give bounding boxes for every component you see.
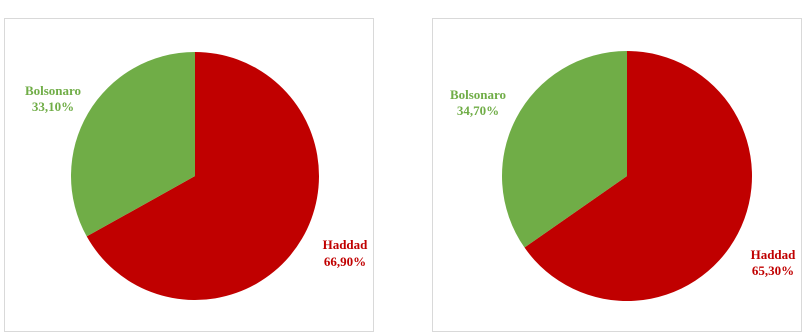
pie-slice-bolsonaro [502, 50, 627, 248]
pie-slice-bolsonaro [71, 52, 195, 237]
slice-label-bolsonaro: Bolsonaro [450, 87, 506, 102]
pie-slices [502, 50, 752, 301]
slice-value-bolsonaro: 34,70% [457, 103, 499, 118]
pie-chart-right-svg: Bolsonaro 34,70% Haddad 65,30% [450, 50, 797, 301]
pie-chart-left: Bolsonaro 33,10% Haddad 66,90% [4, 18, 374, 332]
pie-chart-left-svg: Bolsonaro 33,10% Haddad 66,90% [25, 52, 369, 300]
pie-chart-right: Bolsonaro 34,70% Haddad 65,30% [432, 18, 802, 332]
slice-label-bolsonaro: Bolsonaro [25, 83, 81, 98]
slice-label-haddad: Haddad [323, 237, 369, 252]
slice-value-haddad: 66,90% [324, 254, 366, 269]
slice-label-haddad: Haddad [751, 247, 797, 262]
slice-value-haddad: 65,30% [752, 263, 794, 278]
slice-value-bolsonaro: 33,10% [32, 99, 74, 114]
pie-slices [71, 52, 319, 300]
pie-slice-haddad [524, 51, 752, 301]
pie-slice-haddad [86, 52, 319, 300]
